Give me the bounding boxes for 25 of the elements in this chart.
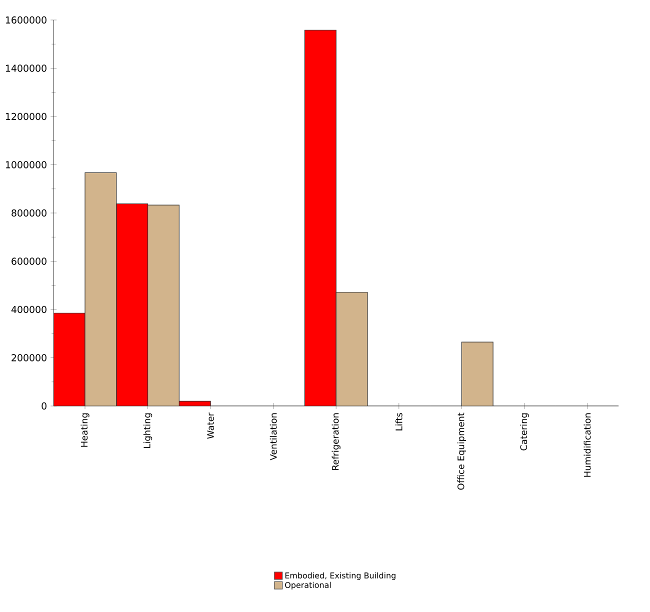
- bar: [84, 172, 117, 406]
- bar: [147, 204, 180, 406]
- bar: [54, 312, 86, 406]
- bar: [116, 204, 148, 406]
- x-tick-label: Office Equipment: [457, 412, 466, 490]
- y-tick-label: 1000000: [6, 161, 46, 168]
- x-tick-label: Catering: [520, 413, 529, 450]
- x-tick-label: Water: [207, 412, 214, 439]
- y-tick-label: 1200000: [6, 112, 46, 120]
- y-tick-label: 600000: [12, 258, 46, 265]
- y-tick-label: 1600000: [6, 16, 46, 24]
- x-tick-label: Humidification: [584, 413, 591, 477]
- bar: [461, 342, 494, 406]
- y-tick-label: 400000: [11, 306, 46, 314]
- bar: [304, 30, 336, 406]
- y-tick-label: 200000: [12, 354, 46, 362]
- x-tick-label: Refrigeration: [332, 413, 340, 470]
- y-tick-label: 1400000: [6, 64, 46, 72]
- x-tick-label: Heating: [80, 413, 90, 447]
- x-tick-label: Lifts: [395, 412, 402, 430]
- x-tick-label: Ventilation: [270, 413, 277, 460]
- bar: [336, 292, 368, 406]
- x-tick-label: Lighting: [143, 413, 152, 448]
- y-tick-label: 800000: [12, 209, 46, 217]
- y-tick-label: 0: [42, 402, 46, 410]
